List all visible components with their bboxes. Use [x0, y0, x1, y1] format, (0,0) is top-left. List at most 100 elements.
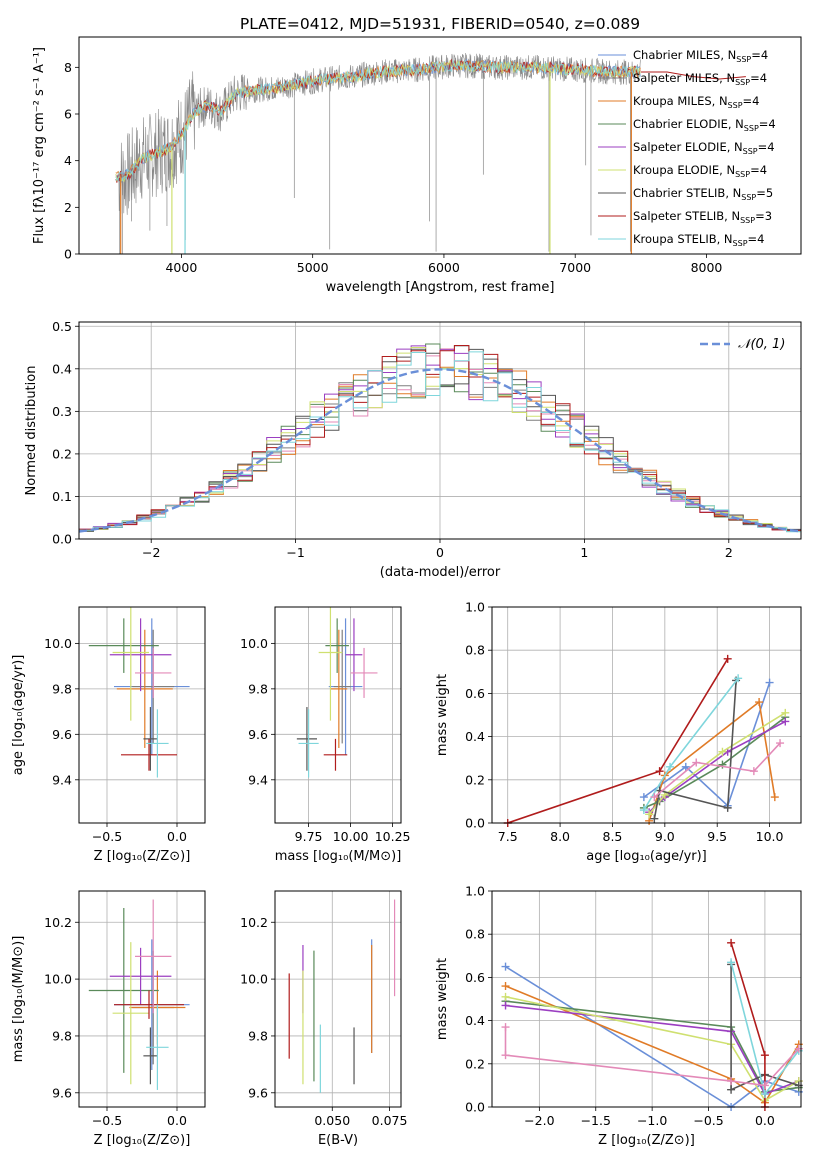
legend-entry-subscript: SSP	[735, 78, 750, 87]
weight-series-line	[505, 996, 800, 1102]
errorbar-point	[112, 607, 149, 721]
x-tick-label: 2	[725, 545, 733, 560]
x-tick-label: 9.0	[655, 829, 675, 844]
weight-marker	[639, 793, 648, 802]
legend-entry: Chabrier STELIB, NSSP=5	[633, 186, 773, 202]
model-spectrum	[115, 59, 641, 182]
legend-entry: Salpeter STELIB, NSSP=3	[633, 209, 772, 225]
model-spectrum-tail	[640, 71, 746, 80]
legend-entry: Kroupa ELODIE, NSSP=4	[633, 163, 767, 179]
weight-marker	[770, 793, 779, 802]
y-tick-label: 1.0	[465, 600, 485, 615]
legend-entry-value: =4	[758, 140, 775, 154]
legend-entry-value: =3	[755, 209, 772, 223]
y-tick-label: 9.4	[52, 772, 72, 787]
legend-entry-value: =4	[751, 48, 768, 62]
legend-entry-subscript: SSP	[740, 216, 755, 225]
y-tick-label: 9.6	[52, 1085, 72, 1100]
errorbar-point	[88, 618, 159, 673]
weight-series-line	[730, 964, 799, 1091]
ticks: −0.5 0.0 9.6 9.8 10.0 10.2	[44, 915, 187, 1128]
x-tick-label: −2	[142, 545, 160, 560]
weight-marker	[666, 762, 675, 771]
axes-frame	[274, 606, 402, 824]
legend-entry-label: Kroupa ELODIE, N	[633, 163, 735, 177]
axes-frame	[274, 890, 402, 1108]
weight-marker	[655, 767, 664, 776]
errorbar-point	[135, 647, 172, 698]
errorbar-point	[146, 1004, 169, 1090]
weight-marker	[718, 747, 727, 756]
weight-marker	[650, 814, 659, 823]
x-tick-label: 8.5	[603, 829, 623, 844]
x-axis-label: age [log₁₀(age/yr)]	[586, 849, 707, 864]
legend-entry-label: Kroupa STELIB, N	[633, 232, 733, 246]
errorbar-point	[112, 942, 149, 1085]
y-tick-label: 9.4	[248, 772, 268, 787]
weight-marker	[781, 708, 790, 717]
x-axis-label: wavelength [Angstrom, rest frame]	[326, 280, 555, 295]
y-tick-label: 9.6	[52, 727, 72, 742]
legend-entry: Chabrier ELODIE, NSSP=4	[633, 117, 776, 133]
legend-entry: Salpeter ELODIE, NSSP=4	[633, 140, 775, 156]
y-tick-label: 9.8	[52, 1028, 72, 1043]
y-tick-label: 0.6	[465, 970, 485, 985]
weight-marker	[645, 810, 654, 819]
y-tick-label: 9.6	[248, 727, 268, 742]
weight-marker	[765, 678, 774, 687]
grid	[79, 607, 205, 823]
legend-entry-label: Salpeter ELODIE, N	[633, 140, 743, 154]
ticks: −2.0 −1.5 −1.0 −0.5 0.0 0.0 0.2 0.4 0.6 0.8 1.0	[465, 884, 775, 1129]
y-tick-label: 10.0	[44, 636, 72, 651]
ticks: −0.5 0.0 9.4 9.6 9.8 10.0	[44, 636, 187, 844]
y-tick-label: 10.0	[44, 972, 72, 987]
axes-frame	[491, 890, 802, 1108]
grid	[275, 891, 401, 1107]
y-tick-label: 0.0	[52, 532, 72, 547]
x-tick-label: 10.25	[375, 829, 411, 844]
y-tick-label: 10.2	[44, 915, 72, 930]
errorbar-point	[345, 618, 363, 692]
legend-entry-value: =4	[743, 94, 760, 108]
model-spectrum	[115, 59, 641, 182]
x-tick-label: −2.0	[524, 1113, 554, 1128]
weight-vs-metallicity-panel: −2.0 −1.5 −1.0 −0.5 0.0 0.0 0.2 0.4 0.6 0.8 1.0 Z […	[435, 884, 803, 1148]
y-tick-label: 4	[64, 153, 72, 168]
weight-marker	[734, 674, 743, 683]
x-axis-label: E(B-V)	[318, 1133, 358, 1148]
x-tick-label: −0.5	[92, 829, 122, 844]
y-tick-label: 0.5	[52, 319, 72, 334]
axes-frame	[78, 321, 802, 540]
errorbar-point	[143, 707, 158, 771]
weight-marker	[723, 803, 732, 812]
errorbar-point	[146, 709, 169, 778]
y-tick-label: 0.2	[465, 772, 485, 787]
ticks: −2 −1 0 1 2 0.0 0.1 0.2 0.3 0.4 0.5	[52, 319, 733, 560]
errorbar-point	[143, 1027, 158, 1085]
weight-series-line	[505, 1004, 799, 1095]
y-tick-label: 9.6	[248, 1085, 268, 1100]
weight-marker	[776, 739, 785, 748]
errorbar-point	[330, 629, 348, 748]
weight-marker	[650, 793, 659, 802]
x-tick-label: 10.0	[756, 829, 784, 844]
residual-histogram-panel: −2 −1 0 1 2 0.0 0.1 0.2 0.3 0.4 0.5 (data-model)/er…	[24, 319, 802, 580]
grid	[275, 607, 401, 823]
y-tick-label: 0.6	[465, 686, 485, 701]
legend: 𝒩(0, 1)	[700, 337, 785, 352]
y-tick-label: 0.8	[465, 927, 485, 942]
legend-entry-label: Chabrier ELODIE, N	[633, 117, 744, 131]
legend-entry-subscript: SSP	[744, 124, 759, 133]
legend-entry-value: =4	[750, 71, 767, 85]
errorbar-point	[135, 899, 172, 1014]
legend-entry: 𝒩(0, 1)	[738, 337, 785, 352]
weight-series-line	[653, 680, 737, 819]
age-vs-metallicity-panel: −0.5 0.0 9.4 9.6 9.8 10.0 Z [log₁₀(Z/Z⊙)] age […	[11, 606, 206, 864]
y-tick-label: 9.8	[248, 681, 268, 696]
weight-series-line	[505, 1000, 799, 1093]
x-tick-label: 4000	[165, 260, 197, 275]
legend-entry-subscript: SSP	[743, 147, 758, 156]
errorbar-point	[109, 947, 172, 1005]
legend-entry-label: Salpeter STELIB, N	[633, 209, 740, 223]
